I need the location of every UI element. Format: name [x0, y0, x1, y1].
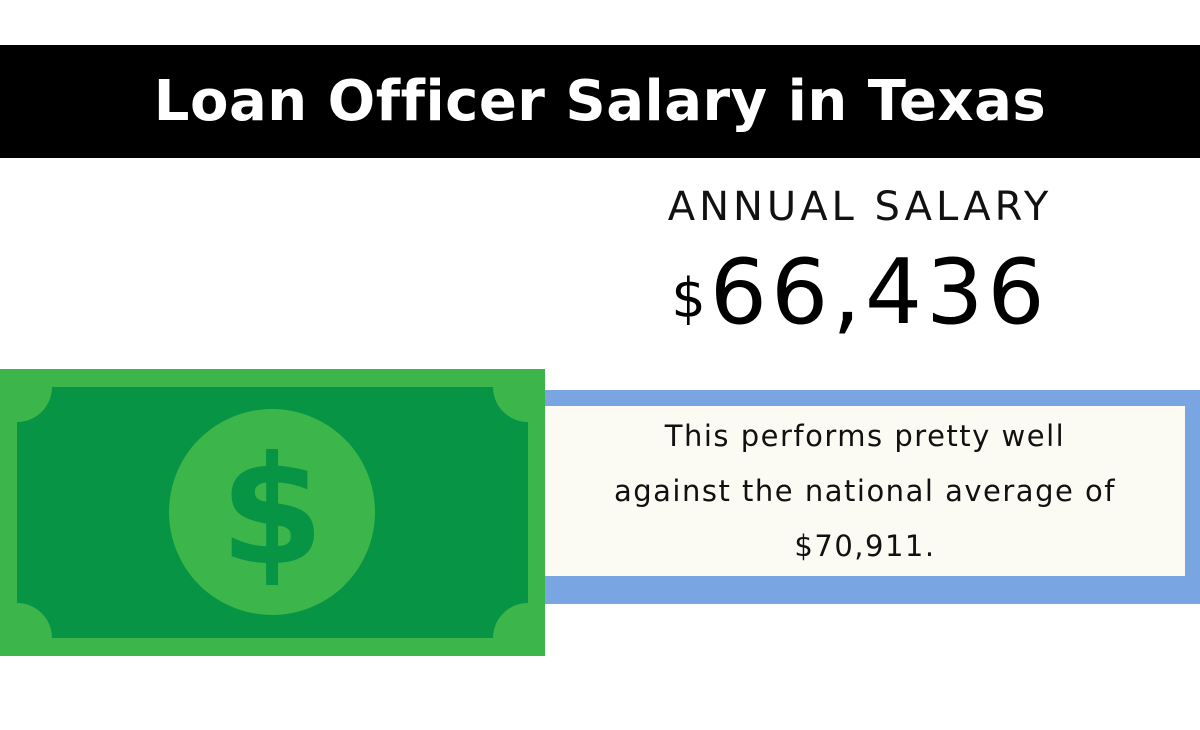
comparison-box: This performs pretty well against the na…: [545, 390, 1200, 604]
salary-amount: $66,436: [600, 240, 1120, 345]
currency-symbol: $: [671, 267, 706, 330]
salary-value: 66,436: [709, 240, 1049, 345]
annual-salary-label: ANNUAL SALARY: [667, 184, 1053, 230]
comparison-panel: This performs pretty well against the na…: [545, 406, 1185, 576]
comparison-line-2: against the national average of: [613, 473, 1117, 508]
comparison-line-3: $70,911.: [794, 528, 936, 563]
comparison-line-1: This performs pretty well: [664, 418, 1066, 453]
bill-dollar-sign: $: [220, 425, 324, 599]
bill-center-circle: [169, 409, 375, 615]
comparison-text: This performs pretty well against the na…: [565, 409, 1165, 574]
title-bar: Loan Officer Salary in Texas: [0, 45, 1200, 158]
page-title: Loan Officer Salary in Texas: [153, 69, 1047, 134]
dollar-bill-icon: $: [0, 369, 545, 656]
